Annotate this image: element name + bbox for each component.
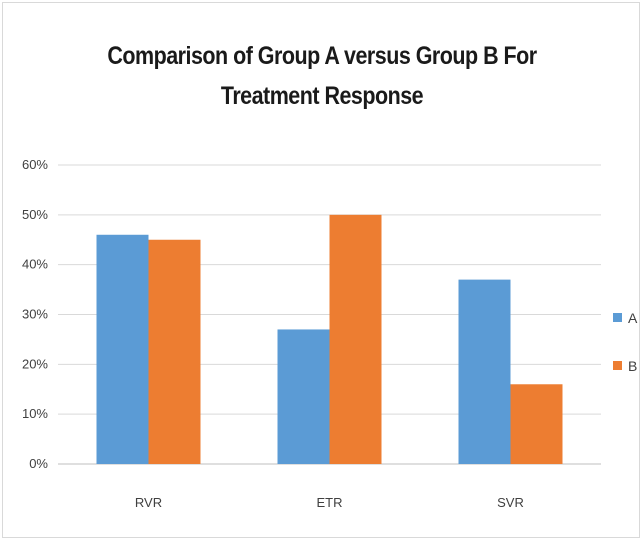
legend-swatch-A [613,313,622,322]
bar-A-ETR [277,329,330,464]
y-tick-label: 10% [22,406,48,421]
x-category-label: ETR [317,495,343,510]
legend-swatch-B [613,361,622,370]
y-tick-label: 20% [22,356,48,371]
y-tick-label: 0% [29,456,48,471]
bar-A-SVR [458,279,511,464]
legend-label-B: B [628,358,637,374]
bar-B-ETR [329,214,382,464]
y-tick-label: 50% [22,207,48,222]
chart-title: Comparison of Group A versus Group B For… [45,36,599,116]
chart-title-line-2: Treatment Response [220,82,424,110]
legend-label-A: A [628,310,638,326]
bar-B-RVR [148,239,201,464]
y-tick-label: 40% [22,257,48,272]
y-tick-label: 30% [22,307,48,322]
bar-A-RVR [96,234,149,464]
x-category-label: RVR [135,495,162,510]
chart-title-line-1: Comparison of Group A versus Group B For [107,42,537,70]
bar-B-SVR [510,384,563,464]
x-category-label: SVR [497,495,524,510]
y-tick-label: 60% [22,157,48,172]
